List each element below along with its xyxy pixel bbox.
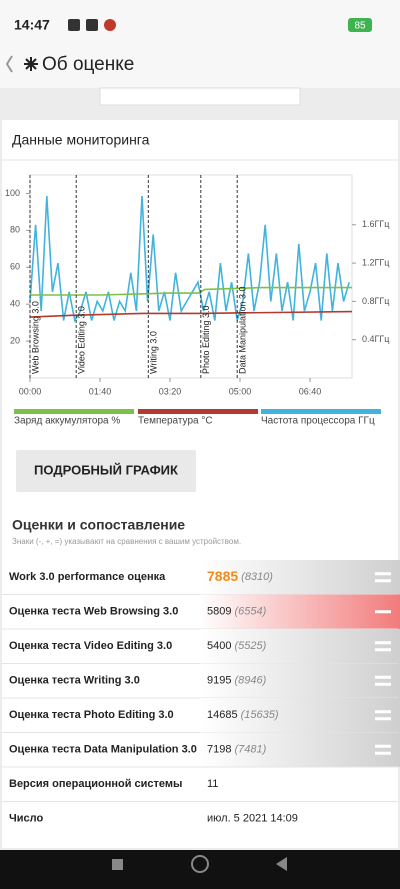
legend-swatch (14, 409, 134, 414)
x-tick-label: 01:40 (89, 386, 112, 396)
row-label: Work 3.0 performance оценка (9, 571, 166, 583)
row-score: 14685 (207, 709, 238, 721)
nav-back[interactable] (276, 857, 287, 871)
detail-button[interactable] (16, 450, 196, 492)
nav-recent[interactable] (112, 859, 123, 870)
sign-icon (375, 572, 391, 576)
legend-swatch (261, 409, 381, 414)
status-icon (86, 19, 98, 31)
sign-icon (375, 717, 391, 721)
app-icon (24, 57, 38, 71)
card-title: Данные мониторинга (12, 132, 150, 148)
row-compare: (8946) (234, 675, 266, 687)
row-label: Оценка теста Web Browsing 3.0 (9, 606, 178, 618)
status-icon (104, 19, 116, 31)
sign-icon (375, 579, 391, 583)
row-label: Оценка теста Data Manipulation 3.0 (9, 744, 197, 756)
row-score: 5809 (207, 606, 231, 618)
section-title: Оценки и сопоставление (12, 517, 185, 533)
x-tick-label: 05:00 (229, 386, 252, 396)
sign-icon (375, 710, 391, 714)
sign-icon (375, 610, 391, 614)
row-label: Оценка теста Video Editing 3.0 (9, 640, 172, 652)
info-value: июл. 5 2021 14:09 (207, 813, 298, 825)
back-button[interactable] (5, 55, 13, 73)
marker-label: Writing 3.0 (149, 331, 159, 374)
series-line (30, 286, 352, 296)
row-score: 5400 (207, 640, 231, 652)
sign-icon (375, 744, 391, 748)
sign-icon (375, 648, 391, 652)
y-tick-label: 80 (10, 225, 20, 235)
info-value: 11 (207, 778, 218, 790)
y-tick-label: 100 (5, 188, 20, 198)
battery-icon (348, 18, 372, 32)
row-label: Оценка теста Writing 3.0 (9, 675, 140, 687)
row-compare: (8310) (241, 571, 273, 583)
y2-tick-label: 1.6ГГц (362, 219, 389, 229)
legend-label: Частота процессора ГГц (261, 416, 375, 427)
sign-icon (375, 682, 391, 686)
nav-home[interactable] (191, 855, 209, 873)
marker-label: Data Manipulation 3.0 (238, 286, 248, 374)
row-highlight (200, 560, 400, 595)
x-tick-label: 03:20 (159, 386, 182, 396)
sign-icon (375, 675, 391, 679)
marker-label: Video Editing 3.0 (77, 306, 87, 374)
detail-button-label[interactable]: ПОДРОБНЫЙ ГРАФИК (34, 462, 178, 477)
row-compare: (7481) (234, 744, 266, 756)
row-highlight (200, 629, 400, 664)
row-highlight (200, 698, 400, 733)
row-compare: (5525) (234, 640, 266, 652)
page-title: Об оценке (42, 54, 134, 75)
legend-label: Температура °C (138, 416, 213, 427)
section-note: Знаки (-, +, =) указывают на сравнения с… (12, 537, 241, 546)
y-tick-label: 20 (10, 335, 20, 345)
legend-swatch (138, 409, 258, 414)
status-icon (68, 19, 80, 31)
row-compare: (15635) (241, 709, 279, 721)
partial-button[interactable] (99, 87, 301, 106)
legend-label: Заряд аккумулятора % (14, 416, 120, 427)
y-tick-label: 40 (10, 299, 20, 309)
top-bar (0, 0, 400, 88)
row-highlight (200, 594, 400, 629)
x-tick-label: 06:40 (299, 386, 322, 396)
marker-label: Web Browsing 3.0 (30, 301, 40, 374)
row-label: Оценка теста Photo Editing 3.0 (9, 709, 174, 721)
status-battery: 85 (354, 21, 366, 32)
sign-icon (375, 751, 391, 755)
row-highlight (200, 663, 400, 698)
marker-label: Photo Editing 3.0 (201, 305, 211, 374)
info-label: Версия операционной системы (9, 778, 182, 790)
info-label: Число (9, 813, 43, 825)
status-time: 14:47 (14, 17, 50, 33)
row-score: 7885 (207, 568, 238, 584)
y2-tick-label: 0.8ГГц (362, 296, 389, 306)
y2-tick-label: 0.4ГГц (362, 334, 389, 344)
sign-icon (375, 641, 391, 645)
series-line (29, 196, 350, 323)
row-score: 7198 (207, 744, 231, 756)
y2-tick-label: 1.2ГГц (362, 257, 389, 267)
row-compare: (6554) (234, 606, 266, 618)
series-line (29, 310, 353, 318)
x-tick-label: 00:00 (19, 386, 42, 396)
y-tick-label: 60 (10, 262, 20, 272)
row-score: 9195 (207, 675, 231, 687)
row-highlight (200, 732, 400, 767)
